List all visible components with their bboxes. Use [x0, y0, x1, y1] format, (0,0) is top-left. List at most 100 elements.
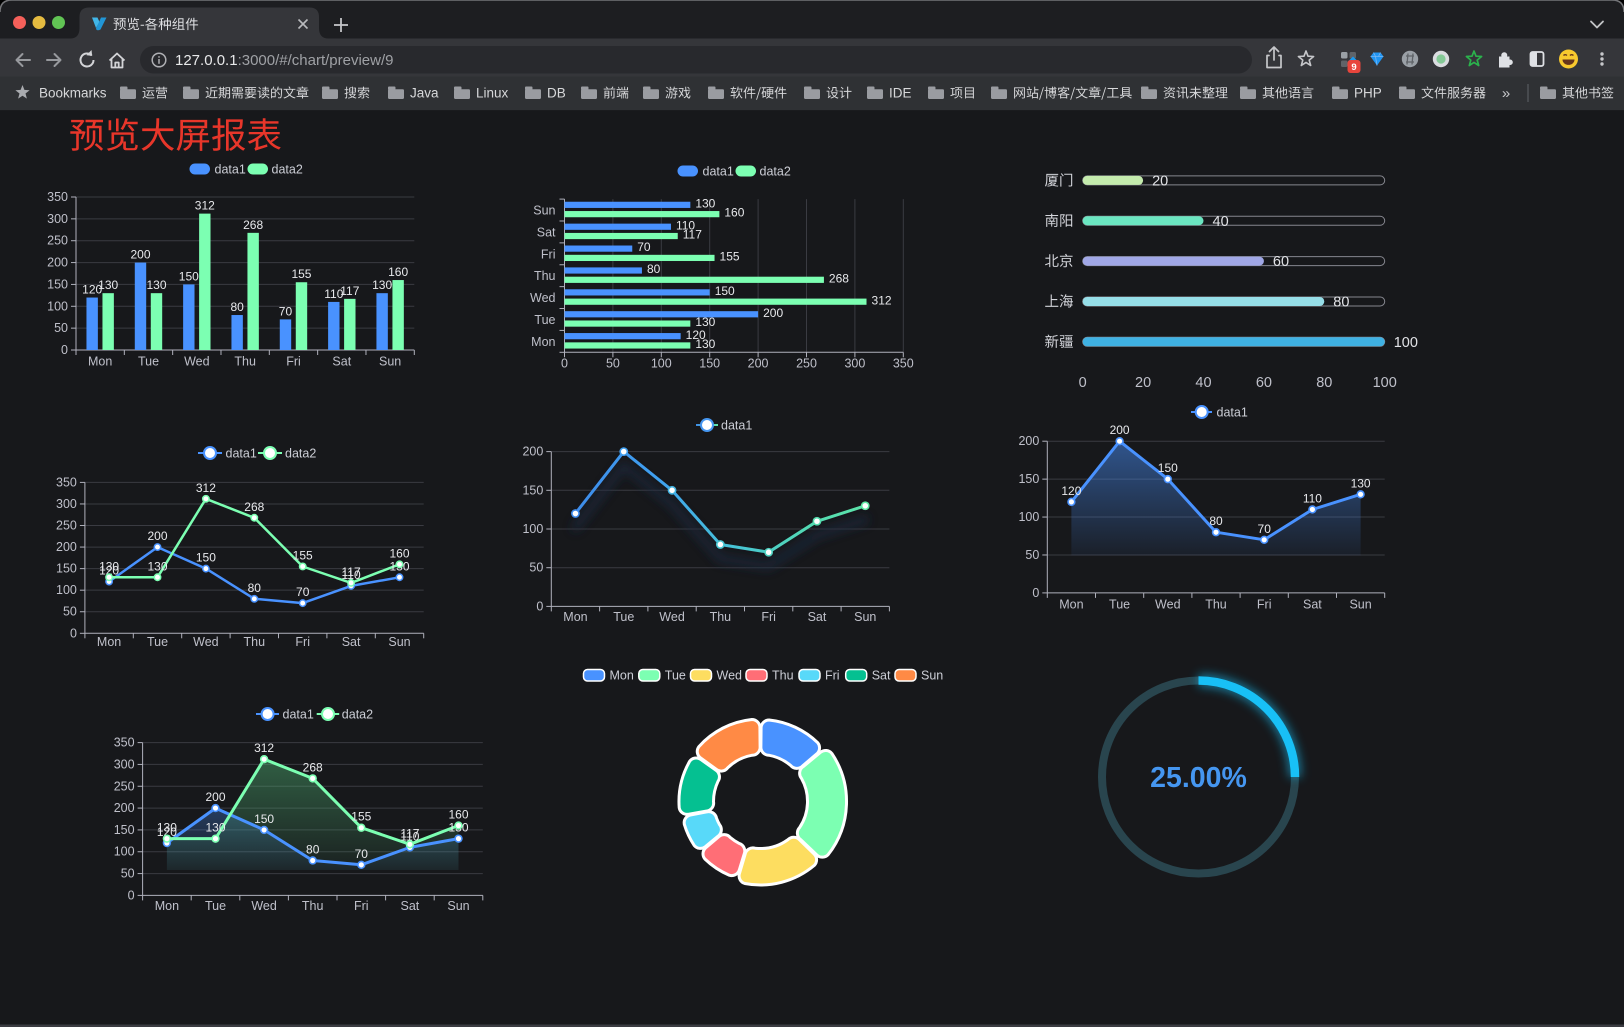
svg-text:25.00%: 25.00%: [1150, 762, 1247, 794]
svg-text:50: 50: [121, 867, 135, 881]
svg-text:150: 150: [1018, 472, 1039, 486]
svg-text:130: 130: [147, 559, 167, 573]
svg-text:80: 80: [1333, 294, 1349, 310]
svg-text:0: 0: [1032, 586, 1039, 600]
svg-text:Wed: Wed: [659, 610, 685, 624]
svg-text:200: 200: [522, 445, 543, 459]
svg-text:100: 100: [1018, 510, 1039, 524]
svg-text:160: 160: [448, 808, 468, 822]
svg-text:Tue: Tue: [147, 635, 168, 649]
svg-text:Thu: Thu: [710, 610, 732, 624]
svg-text:Sun: Sun: [921, 669, 943, 683]
svg-text:268: 268: [244, 500, 264, 514]
svg-text:200: 200: [763, 306, 783, 320]
svg-text:312: 312: [195, 199, 215, 213]
svg-text:80: 80: [230, 300, 244, 314]
svg-text:250: 250: [47, 234, 68, 248]
svg-text:Mon: Mon: [155, 899, 179, 913]
svg-text:0: 0: [536, 599, 543, 613]
svg-text:150: 150: [47, 277, 68, 291]
svg-text:Sun: Sun: [388, 635, 410, 649]
svg-text:50: 50: [54, 321, 68, 335]
svg-text:»: »: [1502, 85, 1510, 102]
svg-text:Fri: Fri: [286, 355, 301, 369]
svg-text:100: 100: [47, 299, 68, 313]
svg-text:130: 130: [205, 821, 225, 835]
svg-text:data1: data1: [703, 165, 734, 179]
svg-text:Sun: Sun: [379, 355, 401, 369]
svg-text:Fri: Fri: [761, 610, 776, 624]
svg-text:110: 110: [676, 218, 695, 232]
svg-text:130: 130: [695, 196, 715, 210]
svg-text:100: 100: [1373, 375, 1397, 391]
svg-text:Mon: Mon: [531, 335, 555, 349]
svg-text:250: 250: [114, 779, 135, 793]
svg-text:312: 312: [872, 293, 892, 307]
svg-text:268: 268: [243, 218, 263, 232]
svg-text:50: 50: [63, 605, 77, 619]
svg-text:Wed: Wed: [530, 291, 556, 305]
svg-text:Tue: Tue: [205, 899, 226, 913]
svg-text:50: 50: [1025, 548, 1039, 562]
svg-text:0: 0: [1079, 375, 1087, 391]
svg-text:Sat: Sat: [1303, 598, 1322, 612]
svg-text:20: 20: [1152, 173, 1168, 189]
svg-text:200: 200: [748, 357, 769, 371]
svg-text:data1: data1: [1217, 406, 1248, 420]
svg-text:Wed: Wed: [717, 669, 743, 683]
svg-text:Bookmarks: Bookmarks: [39, 86, 107, 101]
svg-text:150: 150: [179, 269, 199, 283]
svg-text:Tue: Tue: [1109, 598, 1130, 612]
svg-text:160: 160: [389, 546, 409, 560]
svg-text:200: 200: [114, 801, 135, 815]
svg-text:Wed: Wed: [184, 355, 210, 369]
svg-text:Thu: Thu: [244, 635, 266, 649]
svg-text:200: 200: [56, 540, 77, 554]
svg-text:IDE: IDE: [889, 86, 912, 101]
svg-text:0: 0: [561, 357, 568, 371]
svg-text:Fri: Fri: [295, 635, 310, 649]
svg-text:130: 130: [157, 821, 177, 835]
svg-text:data1: data1: [721, 419, 752, 433]
svg-text:150: 150: [522, 483, 543, 497]
svg-text:110: 110: [342, 568, 361, 582]
svg-text:Thu: Thu: [234, 355, 256, 369]
svg-text:Sat: Sat: [332, 355, 351, 369]
svg-text:120: 120: [157, 825, 177, 839]
svg-text:268: 268: [829, 271, 849, 285]
svg-text:Sat: Sat: [872, 669, 891, 683]
svg-text:350: 350: [56, 475, 77, 489]
svg-text:130: 130: [1351, 476, 1371, 490]
svg-text:117: 117: [400, 826, 419, 840]
svg-text:80: 80: [306, 842, 320, 856]
svg-text:Sun: Sun: [1349, 598, 1371, 612]
svg-text:50: 50: [606, 357, 620, 371]
svg-text:Tue: Tue: [138, 355, 159, 369]
svg-text:350: 350: [893, 357, 914, 371]
svg-text:155: 155: [720, 250, 740, 264]
svg-text:20: 20: [1135, 375, 1151, 391]
svg-text:Thu: Thu: [534, 269, 556, 283]
svg-text:data2: data2: [760, 165, 791, 179]
svg-text:155: 155: [351, 810, 371, 824]
svg-text:312: 312: [254, 741, 274, 755]
svg-text:127.0.0.1:3000/#/chart/preview: 127.0.0.1:3000/#/chart/preview/9: [175, 52, 394, 69]
svg-text:100: 100: [651, 357, 672, 371]
svg-text:160: 160: [388, 265, 408, 279]
svg-text:Tue: Tue: [665, 669, 686, 683]
svg-text:130: 130: [146, 278, 166, 292]
svg-text:80: 80: [1316, 375, 1332, 391]
svg-text:9: 9: [1351, 62, 1356, 73]
svg-text:40: 40: [1195, 375, 1211, 391]
svg-text:Mon: Mon: [88, 355, 112, 369]
svg-text:155: 155: [291, 267, 311, 281]
svg-text:Sun: Sun: [854, 610, 876, 624]
svg-text:70: 70: [279, 304, 293, 318]
svg-text:100: 100: [522, 522, 543, 536]
svg-text:80: 80: [248, 581, 262, 595]
svg-text:Mon: Mon: [97, 635, 121, 649]
svg-text:100: 100: [114, 845, 135, 859]
svg-text:150: 150: [254, 812, 274, 826]
svg-text:Tue: Tue: [613, 610, 634, 624]
svg-text:120: 120: [99, 564, 119, 578]
